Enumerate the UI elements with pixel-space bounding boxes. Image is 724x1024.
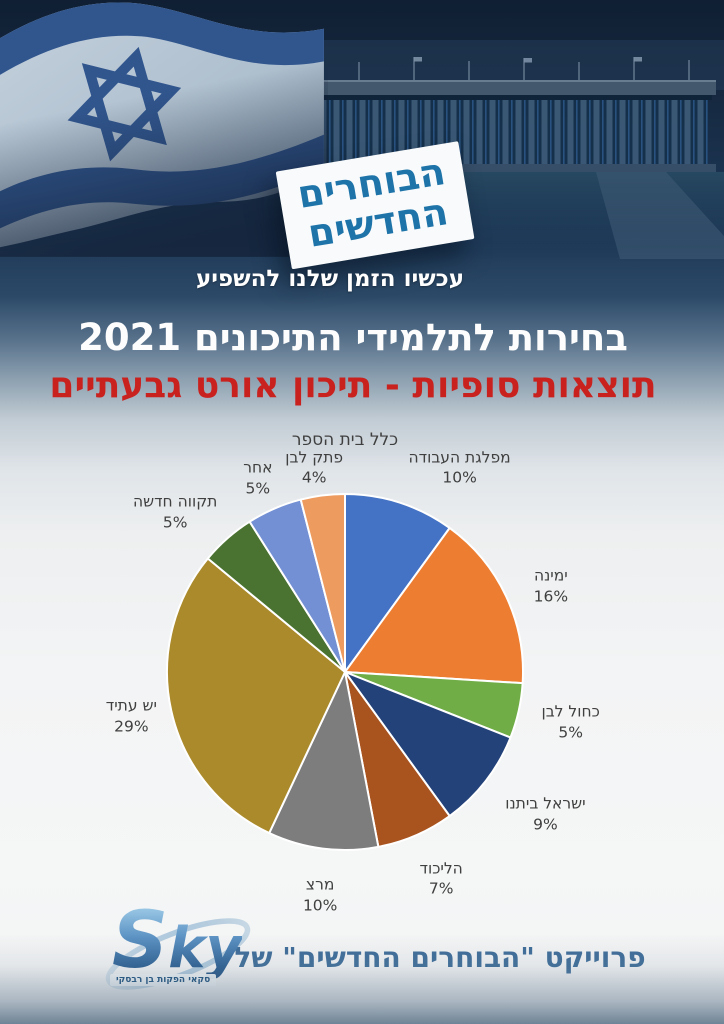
road [596,172,724,259]
pie-label-8: אחר 5% [243,458,273,498]
roof-slab [274,82,716,95]
building-base [274,164,716,172]
flag-shadow-fade [0,0,328,257]
pie-label-1: ימינה 16% [533,567,569,606]
roof-highlight [274,80,716,83]
chart-title: כלל בית הספר [291,430,399,450]
pie-label-4: הליכוד 7% [419,859,463,898]
pie-label-6: יש עתיד 29% [105,696,157,736]
roof-shadow [278,95,712,100]
israel-flag [0,0,328,257]
colonnade [282,100,708,164]
pie-label-9: פתק לבן 4% [285,448,344,487]
main-title: בחירות לתלמידי התיכונים 2021 [78,316,628,359]
tagline: עכשיו הזמן שלנו להשפיע [195,266,465,292]
pie-label-7: תקווה חדשה 5% [132,493,218,532]
pie-label-2: כחול לבן 5% [541,702,600,742]
pie-label-3: ישראל ביתנו 9% [505,794,586,834]
pie-label-0: מפלגת העבודה 10% [408,448,511,487]
subtitle: תוצאות סופיות - תיכון אורט גבעתיים [49,365,657,406]
bottom-fade-band [0,934,724,1024]
pie-label-5: מרצ 10% [302,875,338,915]
